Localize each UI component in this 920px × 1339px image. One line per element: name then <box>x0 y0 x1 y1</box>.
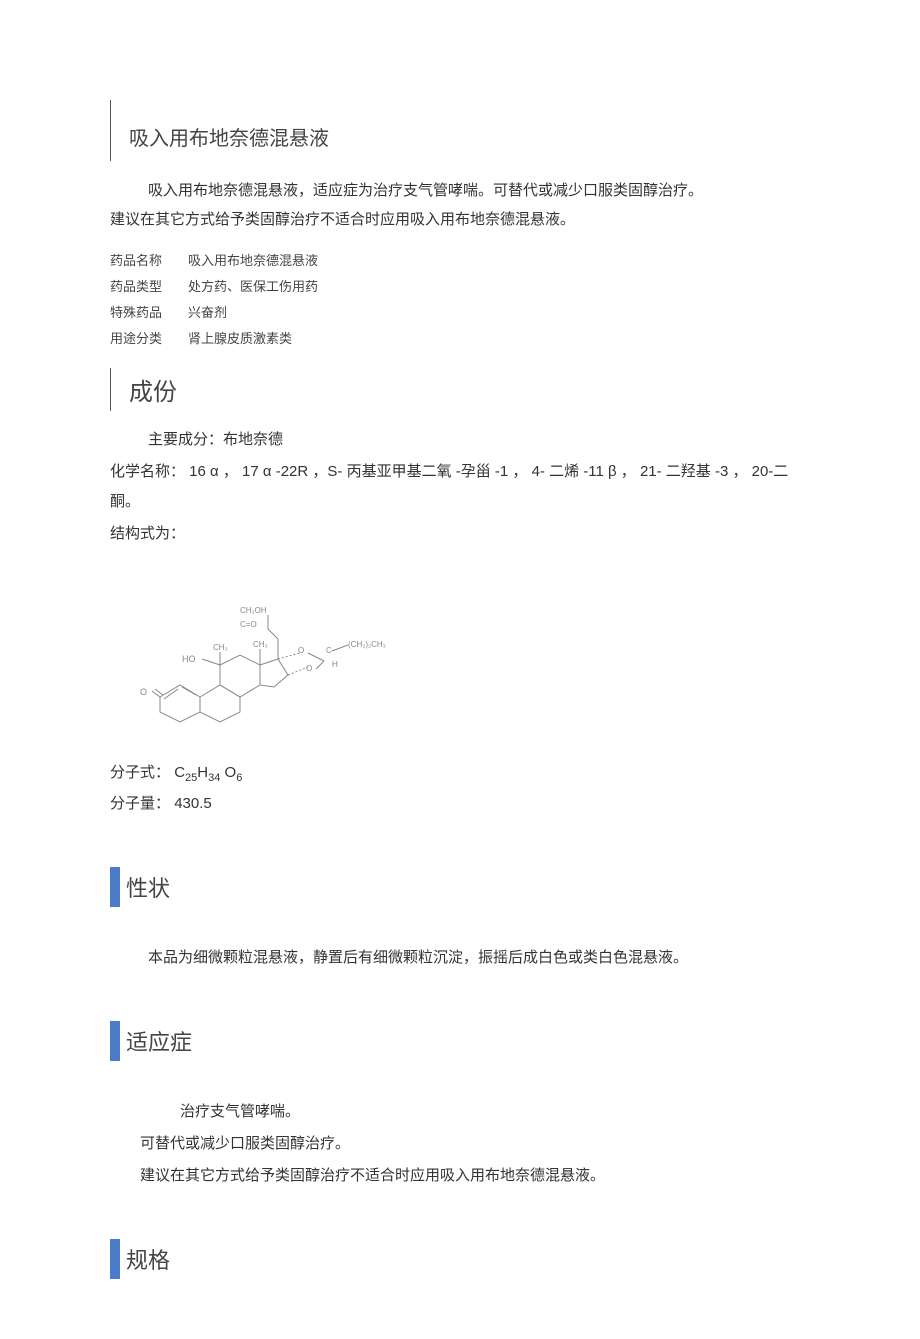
page-title-block: 吸入用布地奈德混悬液 <box>110 100 810 161</box>
spec-section: 规格 <box>110 1239 810 1279</box>
indications-heading-block: 适应症 <box>110 1021 810 1061</box>
intro-line1: 吸入用布地奈德混悬液，适应症为治疗支气管哮喘。可替代或减少口服类固醇治疗。 <box>110 177 810 206</box>
spec-row-name: 药品名称 吸入用布地奈德混悬液 <box>110 248 810 274</box>
svg-text:CH₃: CH₃ <box>253 640 268 649</box>
indications-line3: 建议在其它方式给予类固醇治疗不适合时应用吸入用布地奈德混悬液。 <box>112 1161 810 1191</box>
weight-label: 分子量： <box>110 795 170 812</box>
indications-section: 适应症 治疗支气管哮喘。 可替代或减少口服类固醇治疗。 建议在其它方式给予类固醇… <box>110 1021 810 1191</box>
drug-spec-table: 药品名称 吸入用布地奈德混悬液 药品类型 处方药、医保工伤用药 特殊药品 兴奋剂… <box>110 248 810 352</box>
indications-heading: 适应症 <box>126 1021 192 1061</box>
composition-main: 主要成分：布地奈德 <box>110 425 810 455</box>
structure-svg: O CH₃ CH₃ HO C=O CH₂OH O <box>140 567 400 727</box>
formula-label: 分子式： <box>110 764 170 781</box>
spec-value-special: 兴奋剂 <box>188 300 810 326</box>
spec-row-type: 药品类型 处方药、医保工伤用药 <box>110 274 810 300</box>
properties-section: 性状 本品为细微颗粒混悬液，静置后有细微颗粒沉淀，振摇后成白色或类白色混悬液。 <box>110 867 810 973</box>
spec-row-usage: 用途分类 肾上腺皮质激素类 <box>110 326 810 352</box>
spec-value-name: 吸入用布地奈德混悬液 <box>188 248 810 274</box>
properties-heading: 性状 <box>126 867 170 907</box>
page-title: 吸入用布地奈德混悬液 <box>129 100 810 161</box>
spec-label-name: 药品名称 <box>110 248 188 274</box>
chemical-name: 化学名称： 16 α ， 17 α -22R ，S- 丙基亚甲基二氧 -孕甾 -… <box>110 457 810 517</box>
svg-text:C: C <box>326 646 332 655</box>
blue-bar-icon <box>110 1239 120 1279</box>
composition-heading: 成份 <box>129 368 810 411</box>
spec-label-special: 特殊药品 <box>110 300 188 326</box>
svg-text:H: H <box>332 660 338 669</box>
spec-label-usage: 用途分类 <box>110 326 188 352</box>
svg-text:O: O <box>140 687 147 697</box>
spec-heading-block: 规格 <box>110 1239 810 1279</box>
structure-label: 结构式为： <box>110 519 810 549</box>
svg-text:C=O: C=O <box>240 620 257 629</box>
svg-text:HO: HO <box>182 654 196 664</box>
blue-bar-icon <box>110 867 120 907</box>
intro-paragraph: 吸入用布地奈德混悬液，适应症为治疗支气管哮喘。可替代或减少口服类固醇治疗。 建议… <box>110 177 810 234</box>
weight-value: 430.5 <box>174 795 212 812</box>
intro-line2: 建议在其它方式给予类固醇治疗不适合时应用吸入用布地奈德混悬液。 <box>110 206 810 235</box>
spec-value-usage: 肾上腺皮质激素类 <box>188 326 810 352</box>
indications-line1: 治疗支气管哮喘。 <box>112 1097 810 1127</box>
spec-row-special: 特殊药品 兴奋剂 <box>110 300 810 326</box>
svg-text:CH₃: CH₃ <box>213 643 228 652</box>
formula-value: C25H34 O6 <box>174 764 242 781</box>
molecular-formula: 分子式： C25H34 O6 <box>110 758 810 789</box>
spec-label-type: 药品类型 <box>110 274 188 300</box>
indications-line2: 可替代或减少口服类固醇治疗。 <box>112 1129 810 1159</box>
properties-heading-block: 性状 <box>110 867 810 907</box>
chemical-structure-diagram: O CH₃ CH₃ HO C=O CH₂OH O <box>140 567 810 730</box>
indications-content: 治疗支气管哮喘。 可替代或减少口服类固醇治疗。 建议在其它方式给予类固醇治疗不适… <box>110 1097 810 1191</box>
properties-body: 本品为细微颗粒混悬液，静置后有细微颗粒沉淀，振摇后成白色或类白色混悬液。 <box>110 943 810 973</box>
spec-heading: 规格 <box>126 1239 170 1279</box>
composition-heading-block: 成份 <box>110 368 810 411</box>
svg-text:O: O <box>306 664 312 673</box>
molecular-weight: 分子量： 430.5 <box>110 789 810 819</box>
blue-bar-icon <box>110 1021 120 1061</box>
svg-text:CH₂OH: CH₂OH <box>240 606 267 615</box>
svg-text:(CH₂)₂CH₃: (CH₂)₂CH₃ <box>348 640 386 649</box>
svg-text:O: O <box>298 646 304 655</box>
spec-value-type: 处方药、医保工伤用药 <box>188 274 810 300</box>
